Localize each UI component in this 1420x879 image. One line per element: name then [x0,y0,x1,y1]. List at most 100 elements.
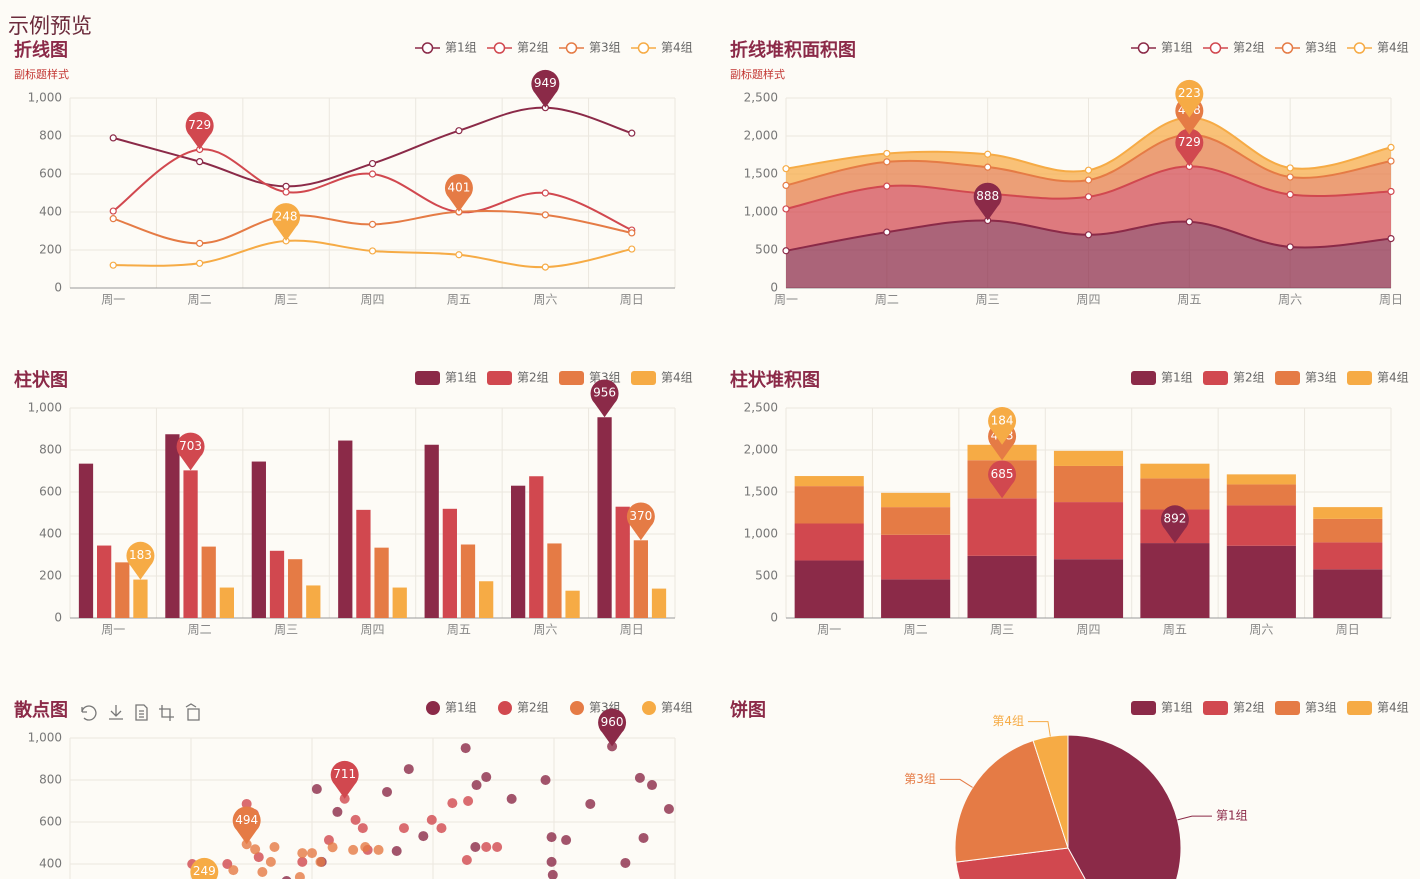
area-fill [786,220,1391,288]
legend-item[interactable]: 第1组 [1131,371,1193,386]
scatter-point [348,844,359,855]
chart-subtitle: 副标题样式 [730,67,785,81]
page-title: 示例预览 [8,14,92,38]
data-point [455,251,463,259]
legend-label: 第4组 [661,701,693,715]
legend-item[interactable]: 第1组 [1131,41,1193,55]
chart-title: 柱状图 [14,369,68,391]
max-pin-label: 892 [1163,512,1186,526]
legend-label: 第1组 [445,371,477,385]
legend-item[interactable]: 第2组 [487,371,549,386]
bar [967,555,1037,618]
max-pin-label: 184 [991,413,1014,427]
chart-title: 饼图 [730,699,766,721]
scatter-point [265,856,276,867]
x-tick-label: 周三 [274,623,298,637]
legend-label: 第1组 [445,701,477,715]
y-tick-label: 1,000 [744,527,778,541]
bar [881,534,951,580]
zoom-reset-icon[interactable] [185,703,200,721]
max-pin-label: 249 [193,864,216,878]
legend-item[interactable]: 第4组 [1347,41,1409,55]
scatter-point [461,855,472,866]
legend-item[interactable]: 第3组 [1275,701,1337,716]
legend-label: 第2组 [1233,701,1265,715]
legend-item[interactable]: 第3组 [559,41,621,55]
legend-item[interactable]: 第4组 [1347,701,1409,716]
x-tick-label: 周二 [904,623,928,637]
data-point [1387,157,1395,165]
bar [1226,484,1296,506]
scatter-point [540,775,551,785]
scatter-point [634,772,645,783]
legend-icon [1275,371,1300,385]
legend-item[interactable]: 第4组 [631,371,693,386]
max-pin-label: 703 [179,439,202,453]
bar [794,486,864,524]
legend-item[interactable]: 第4组 [1347,371,1409,386]
legend-item[interactable]: 第1组 [426,701,477,716]
data-point [628,245,636,253]
bar [78,463,94,618]
legend-label: 第4组 [661,41,693,55]
legend-item[interactable]: 第1组 [415,371,477,386]
legend-label: 第2组 [1233,371,1265,385]
bar [251,461,266,618]
scatter-point [241,798,252,809]
download-icon[interactable] [109,705,123,720]
legend-item[interactable]: 第2组 [498,701,549,716]
bar [1140,478,1210,510]
scatter-point [647,780,658,791]
data-point [1286,243,1294,251]
legend-item[interactable]: 第2组 [487,41,549,55]
legend-icon [1131,371,1156,385]
data-view-icon[interactable] [135,704,148,721]
bar [97,545,112,618]
bar [356,509,371,618]
restore-icon[interactable] [81,705,97,721]
zoom-icon[interactable] [159,705,174,721]
max-pin-label: 248 [275,209,298,223]
legend-item[interactable]: 第1组 [415,41,477,55]
data-point [109,134,117,142]
y-tick-label: 400 [39,205,62,219]
scatter-point [307,848,317,859]
scatter-point [481,772,492,783]
bar [529,476,544,618]
data-point [1387,235,1395,243]
max-pin [598,708,627,747]
data-point [1084,166,1093,174]
bar [633,540,648,618]
x-tick-label: 周一 [101,293,125,307]
scatter-point [547,869,558,879]
legend-item[interactable]: 第1组 [1131,701,1193,716]
bar [288,559,303,618]
max-pin [531,69,560,108]
data-point [883,228,891,236]
legend-item[interactable]: 第3组 [1275,41,1337,55]
scatter-point [418,831,429,842]
scatter-point [546,832,557,843]
data-point [196,259,204,267]
scatter-point [282,876,292,879]
legend-item[interactable]: 第3组 [1275,371,1337,386]
legend-item[interactable]: 第2组 [1203,41,1265,55]
legend-icon [487,371,512,385]
legend-item[interactable]: 第3组 [559,371,621,386]
data-point [782,247,790,255]
legend-label: 第3组 [1305,371,1337,385]
x-tick-label: 周一 [774,293,798,307]
data-point [196,158,204,166]
legend-label: 第2组 [517,41,549,55]
max-pin [988,460,1017,499]
max-pin [176,432,205,471]
max-pin [190,857,219,879]
x-tick-label: 周五 [1177,293,1201,307]
legend-item[interactable]: 第4组 [642,701,693,716]
legend-item[interactable]: 第4组 [631,41,693,55]
slice-label: 第4组 [992,714,1024,728]
legend-item[interactable]: 第2组 [1203,701,1265,716]
legend-item[interactable]: 第2组 [1203,371,1265,386]
legend-label: 第1组 [1161,701,1193,715]
x-tick-label: 周日 [1379,293,1403,307]
